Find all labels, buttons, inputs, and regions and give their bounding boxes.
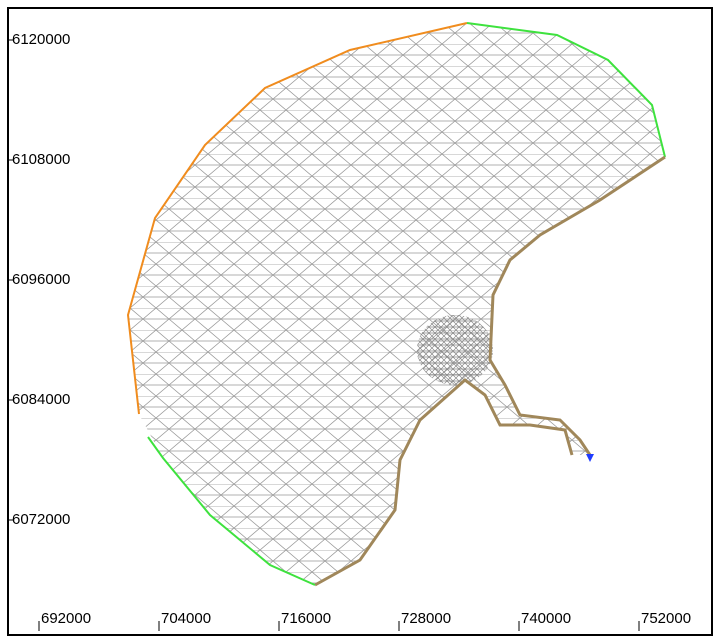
y-tick-label: 6096000 (12, 271, 70, 288)
x-tick-label: 728000 (401, 610, 451, 627)
x-tick-label: 692000 (41, 610, 91, 627)
x-tick-label: 716000 (281, 610, 331, 627)
mesh (126, 22, 666, 587)
y-tick-label: 6120000 (12, 31, 70, 48)
y-tick-label: 6084000 (12, 391, 70, 408)
x-tick-label: 704000 (161, 610, 211, 627)
y-tick-label: 6072000 (12, 511, 70, 528)
x-tick-label: 752000 (641, 610, 691, 627)
y-tick-label: 6108000 (12, 151, 70, 168)
x-tick-label: 740000 (521, 610, 571, 627)
